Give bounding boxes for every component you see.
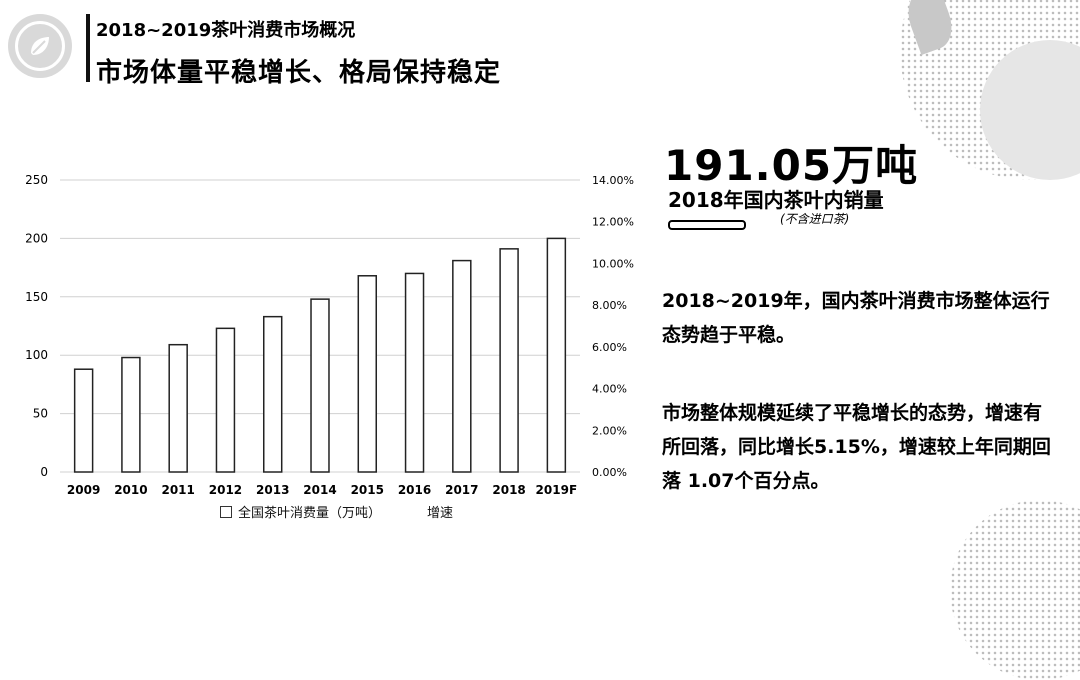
x-tick-label: 2018	[492, 483, 525, 497]
bar	[121, 356, 141, 473]
x-tick-label: 2013	[256, 483, 289, 497]
bar	[262, 315, 283, 473]
y-tick-label: 0	[40, 465, 48, 479]
y-tick-label: 250	[25, 173, 48, 187]
leaf-icon	[15, 21, 65, 71]
leaf-badge	[8, 14, 72, 78]
page-title: 市场体量平稳增长、格局保持稳定	[96, 58, 502, 88]
highlight-number: 191.05万吨	[664, 141, 919, 190]
decor-pill	[668, 220, 746, 230]
consumption-bar-chart: 0 50 100 150 200 250 0.00% 2.00% 4.00% 6.00% 8.00%…	[25, 173, 634, 497]
x-tick-label: 2015	[351, 483, 384, 497]
y2-tick-label: 14.00%	[592, 174, 634, 187]
bar	[404, 272, 425, 473]
x-tick-label: 2014	[303, 483, 336, 497]
y2-tick-label: 12.00%	[592, 216, 634, 229]
x-tick-label: 2012	[209, 483, 242, 497]
y2-tick-label: 10.00%	[592, 257, 634, 270]
x-tick-label: 2017	[445, 483, 478, 497]
y-tick-label: 100	[25, 348, 48, 362]
page-subtitle: 2018~2019茶叶消费市场概况	[96, 20, 356, 41]
bar	[357, 275, 378, 473]
x-tick-label: 2010	[114, 483, 147, 497]
legend-label-consumption: 全国茶叶消费量（万吨）	[238, 506, 382, 521]
highlight-note: (不含进口茶)	[780, 212, 850, 226]
x-tick-label: 2016	[398, 483, 431, 497]
y-tick-label: 50	[33, 407, 48, 421]
y2-tick-label: 2.00%	[592, 424, 627, 437]
bar	[168, 343, 188, 473]
bar	[310, 298, 330, 473]
highlight-caption: 2018年国内茶叶内销量	[668, 188, 884, 212]
y2-tick-label: 6.00%	[592, 341, 627, 354]
bar	[499, 248, 519, 473]
y2-tick-label: 0.00%	[592, 466, 627, 479]
legend-swatch-consumption	[220, 505, 232, 518]
y-tick-label: 200	[25, 231, 48, 245]
legend-label-growth: 增速	[427, 506, 454, 521]
x-tick-label: 2011	[161, 483, 194, 497]
summary-paragraph-1: 2018~2019年，国内茶叶消费市场整体运行态势趋于平稳。	[662, 290, 1050, 346]
x-tick-label: 2019F	[536, 483, 578, 497]
header-divider	[86, 14, 90, 82]
decor-circle-bottom-right	[950, 500, 1080, 680]
summary-paragraph-2: 市场整体规模延续了平稳增长的态势，增速有所回落，同比增长5.15%，增速较上年同…	[662, 402, 1051, 492]
bar	[73, 368, 94, 473]
x-tick-label: 2009	[67, 483, 100, 497]
bar	[452, 259, 472, 473]
chart-legend: 全国茶叶消费量（万吨） 增速	[220, 502, 453, 521]
y2-tick-label: 8.00%	[592, 299, 627, 312]
bar	[546, 237, 567, 473]
bar	[215, 327, 236, 473]
y-tick-label: 150	[25, 290, 48, 304]
y2-tick-label: 4.00%	[592, 383, 627, 396]
